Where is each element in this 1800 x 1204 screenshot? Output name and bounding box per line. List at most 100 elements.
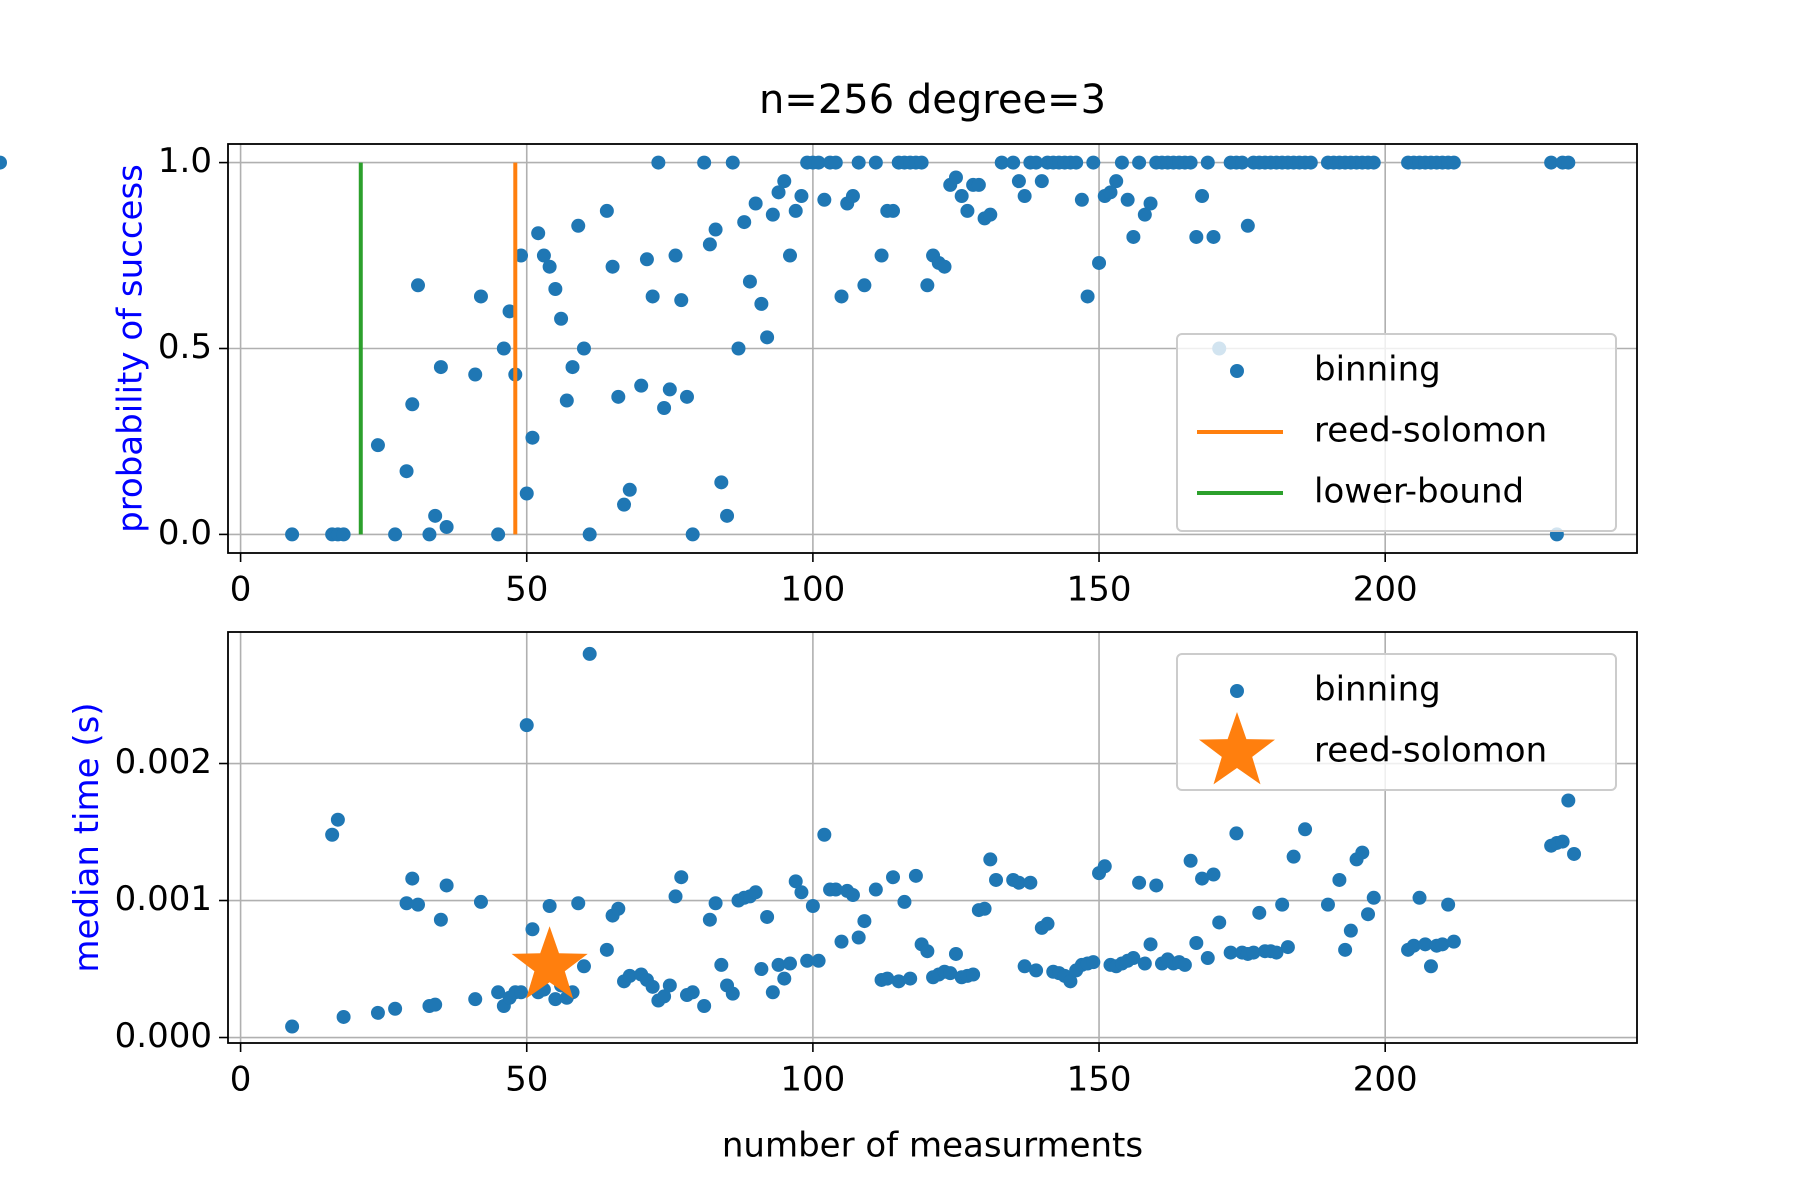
point [411,278,426,293]
point [771,185,786,200]
point [1406,938,1421,953]
y-axis-label: probability of success [110,164,150,533]
point [468,367,483,382]
point [1280,940,1295,955]
point [1446,155,1461,170]
y-tick-label: 0.001 [115,879,212,919]
point [582,527,597,542]
point [771,957,786,972]
point [468,992,483,1007]
point [399,464,414,479]
point [948,946,963,961]
point [514,985,529,1000]
legend-box [1176,333,1617,532]
point [531,226,546,241]
point [582,646,597,661]
point [765,985,780,1000]
point [903,971,918,986]
point [645,979,660,994]
point [554,311,569,326]
point [1435,937,1450,952]
point [1418,937,1433,952]
point [937,259,952,274]
point [525,922,540,937]
legend-label: binning [1314,670,1441,710]
star-point [511,926,588,999]
point [817,192,832,207]
point [920,944,935,959]
y-tick-label: 0.000 [115,1016,212,1056]
point [433,912,448,927]
point [1069,155,1084,170]
point [428,997,443,1012]
point [388,1001,403,1016]
point [845,888,860,903]
point [599,942,614,957]
point [657,989,672,1004]
point [1132,875,1147,890]
point [834,289,849,304]
point [760,330,775,345]
point [748,196,763,211]
point [1177,957,1192,972]
point [1086,155,1101,170]
point [845,189,860,204]
point [1029,155,1044,170]
point [760,909,775,924]
legend: binning reed-solomon lower-bound [1176,333,1617,532]
point [1446,934,1461,949]
point [1132,155,1147,170]
point [897,894,912,909]
x-tick-label: 150 [1067,1060,1132,1100]
point [662,382,677,397]
point [559,393,574,408]
point [1423,959,1438,974]
point [811,155,826,170]
point [439,878,454,893]
point [1086,955,1101,970]
point [697,155,712,170]
point [1275,897,1290,912]
point [502,304,517,319]
point [794,189,809,204]
point [657,400,672,415]
x-axis-label: number of measurments [722,1126,1143,1166]
point [1223,945,1238,960]
point [685,527,700,542]
point [794,885,809,900]
point [977,901,992,916]
point [1109,174,1124,189]
point [725,155,740,170]
point [1006,155,1021,170]
point [1189,935,1204,950]
point [1229,826,1244,841]
point [405,871,420,886]
point [765,207,780,222]
point [1355,845,1370,860]
point [748,885,763,900]
point [519,718,534,733]
point [708,896,723,911]
point [1320,897,1335,912]
point [496,341,511,356]
point [1080,289,1095,304]
point [731,341,746,356]
point [886,870,901,885]
point [742,274,757,289]
point [966,967,981,982]
x-tick-label: 150 [1067,570,1132,610]
point [622,968,637,983]
point [1011,174,1026,189]
point [737,215,752,230]
point [685,985,700,1000]
y-tick-label: 0.0 [158,513,212,553]
point [542,899,557,913]
point [989,872,1004,887]
point [571,218,586,233]
x-tick-label: 0 [230,1060,252,1100]
point [576,959,591,974]
point [576,341,591,356]
point [1441,897,1456,912]
point [874,248,889,263]
point [1097,859,1112,874]
